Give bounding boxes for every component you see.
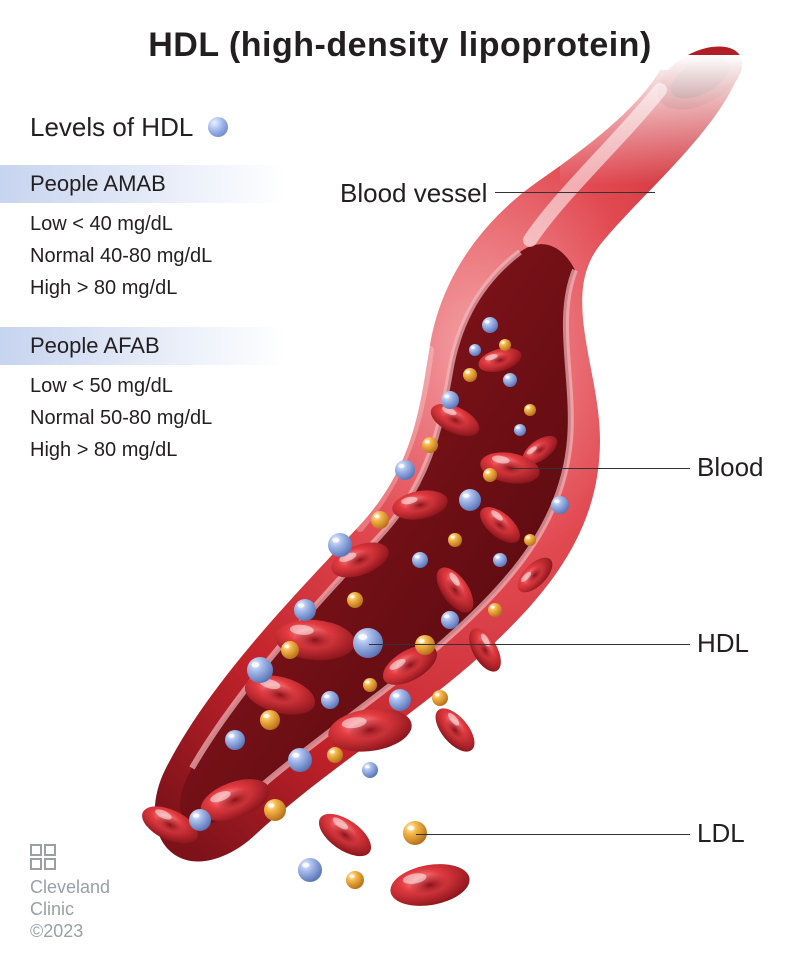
callout-label: LDL <box>697 818 745 849</box>
callout-line <box>511 468 690 469</box>
logo-icon <box>30 844 110 870</box>
callout-label: Blood <box>697 452 764 483</box>
group-lines: Low < 50 mg/dLNormal 50-80 mg/dLHigh > 8… <box>30 370 212 466</box>
level-line: Normal 50-80 mg/dL <box>30 402 212 434</box>
callout-line <box>416 834 690 835</box>
section-title: Levels of HDL <box>30 112 228 143</box>
infographic-root: HDL (high-density lipoprotein) Levels of… <box>0 0 800 970</box>
hdl-dot-icon <box>208 117 228 137</box>
callout-line <box>369 644 690 645</box>
callout-label: HDL <box>697 628 749 659</box>
group-header: People AFAB <box>0 327 285 365</box>
logo-line2: Clinic <box>30 898 110 920</box>
copyright: ©2023 <box>30 920 110 942</box>
level-line: High > 80 mg/dL <box>30 434 212 466</box>
logo-line1: Cleveland <box>30 876 110 898</box>
group-lines: Low < 40 mg/dLNormal 40-80 mg/dLHigh > 8… <box>30 208 212 304</box>
level-line: Low < 40 mg/dL <box>30 208 212 240</box>
callout-line <box>495 192 655 193</box>
group-header: People AMAB <box>0 165 285 203</box>
attribution: Cleveland Clinic ©2023 <box>30 844 110 942</box>
level-line: High > 80 mg/dL <box>30 272 212 304</box>
diagram-svg <box>0 0 800 970</box>
level-line: Normal 40-80 mg/dL <box>30 240 212 272</box>
level-line: Low < 50 mg/dL <box>30 370 212 402</box>
page-title: HDL (high-density lipoprotein) <box>0 26 800 65</box>
callout-label: Blood vessel <box>340 178 487 209</box>
section-title-text: Levels of HDL <box>30 112 192 142</box>
